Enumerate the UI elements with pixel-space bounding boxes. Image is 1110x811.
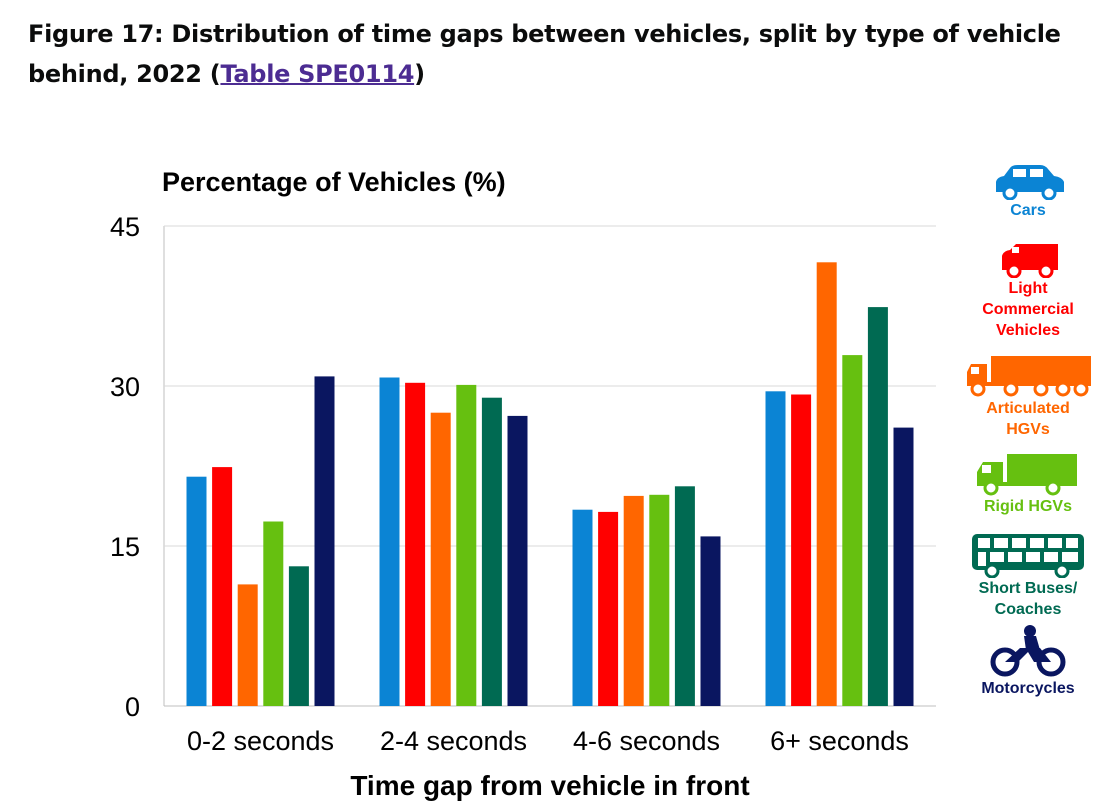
bar (893, 427, 914, 706)
bar (842, 355, 863, 706)
x-tick-label: 2-4 seconds (380, 726, 527, 756)
x-tick-label: 4-6 seconds (573, 726, 720, 756)
legend-label: Cars (1010, 202, 1046, 219)
legend-label: Commercial (982, 301, 1074, 318)
legend-item: Motorcycles (958, 624, 1098, 699)
figure-title-close: ) (414, 60, 425, 88)
bar (212, 467, 233, 706)
bar (430, 412, 451, 706)
legend-label: Motorcycles (981, 680, 1075, 697)
bar (379, 377, 400, 706)
bar (867, 307, 888, 706)
figure-title: Figure 17: Distribution of time gaps bet… (28, 14, 1088, 94)
y-axis-label: Percentage of Vehicles (%) (162, 167, 506, 197)
y-axis-ticks: 0 15 30 45 (110, 212, 140, 722)
bar (816, 262, 837, 706)
motorcycle-icon (958, 624, 1098, 678)
legend-label: Light (1008, 280, 1048, 297)
bar (405, 382, 426, 706)
x-tick-label: 6+ seconds (770, 726, 909, 756)
table-spe0114-link[interactable]: Table SPE0114 (220, 60, 415, 88)
legend-label: HGVs (1006, 421, 1050, 438)
bar (481, 397, 502, 706)
bar (649, 494, 670, 706)
legend-item: Light Commercial Vehicles (958, 238, 1098, 341)
bar (572, 509, 593, 706)
van-icon (958, 238, 1098, 278)
legend-item: Cars (958, 160, 1098, 221)
legend-label: Articulated (986, 400, 1070, 417)
bar (456, 384, 477, 706)
bar (623, 495, 644, 706)
bar (791, 394, 812, 706)
legend-item: Articulated HGVs (958, 354, 1098, 440)
rigid-lorry-icon (958, 452, 1098, 496)
bar (288, 566, 309, 706)
bar (507, 415, 528, 706)
x-axis-ticks: 0-2 seconds 2-4 seconds 4-6 seconds 6+ seco… (187, 726, 909, 756)
x-tick-label: 0-2 seconds (187, 726, 334, 756)
legend-label: Coaches (994, 601, 1062, 618)
y-tick-label: 45 (110, 212, 140, 242)
figure-title-text: Figure 17: Distribution of time gaps bet… (28, 20, 1061, 88)
articulated-lorry-icon (958, 354, 1098, 398)
bar (674, 486, 695, 706)
legend-item: Short Buses/Coaches (958, 532, 1098, 620)
legend-item: Rigid HGVs (958, 452, 1098, 517)
bar (263, 521, 284, 706)
bar (765, 391, 786, 706)
legend-label: Vehicles (995, 322, 1061, 339)
y-tick-label: 0 (125, 692, 140, 722)
y-tick-label: 30 (110, 372, 140, 402)
legend-label: Rigid HGVs (983, 498, 1072, 515)
bar (186, 476, 207, 706)
bar (598, 511, 619, 706)
car-icon (958, 160, 1098, 200)
x-axis-label: Time gap from vehicle in front (350, 770, 749, 801)
legend-label: Short Buses/ (978, 580, 1078, 597)
bus-icon (958, 532, 1098, 578)
bars (186, 262, 914, 706)
bar (237, 584, 258, 706)
bar (700, 536, 721, 706)
bar (314, 376, 335, 706)
y-tick-label: 15 (110, 532, 140, 562)
